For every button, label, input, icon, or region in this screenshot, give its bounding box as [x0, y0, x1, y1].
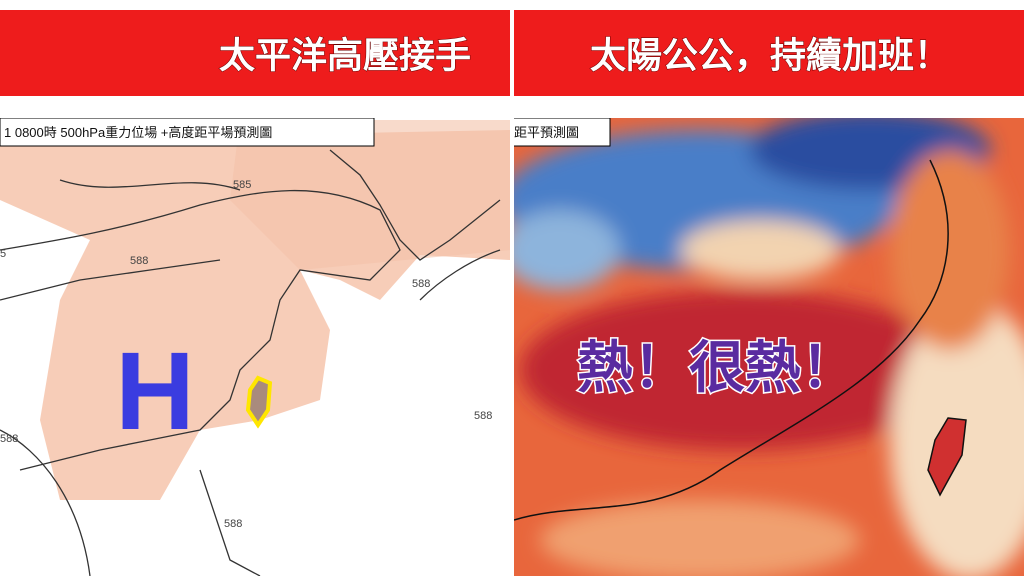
anomaly-area: [230, 120, 510, 270]
map-header-label: 1 0800時 500hPa重力位場 +高度距平場預測圖: [4, 125, 272, 140]
map-header-label: 距平預測圖: [514, 125, 579, 140]
taiwan-outline: [245, 375, 273, 429]
banner-right: [514, 10, 1024, 96]
left-map: H 585 588 588 588 588 588 5 1 0800時 500h…: [0, 118, 510, 576]
contour-label: 588: [130, 255, 148, 267]
right-map: 熱！很熱！ 距平預測圖: [514, 118, 1024, 576]
coastlines: [0, 149, 501, 576]
banner-right-text: 太陽公公，持續加班！: [590, 35, 950, 76]
label-box: [514, 118, 611, 147]
contour-label: 5: [0, 248, 6, 260]
banner-left-text: 太平洋高壓接手: [219, 35, 471, 76]
contour-label: 588: [0, 433, 18, 445]
taiwan: [927, 417, 967, 497]
contour-label: 588: [224, 518, 242, 530]
high-pressure-symbol: H: [115, 330, 194, 453]
banner-left: [0, 10, 510, 96]
overlay-text: 熱！很熱！: [577, 336, 857, 399]
coastline: [514, 159, 949, 521]
contour-label: 588: [412, 278, 430, 290]
contour-label: 585: [233, 179, 251, 191]
contour-label: 588: [474, 410, 492, 422]
label-box: [0, 118, 375, 147]
